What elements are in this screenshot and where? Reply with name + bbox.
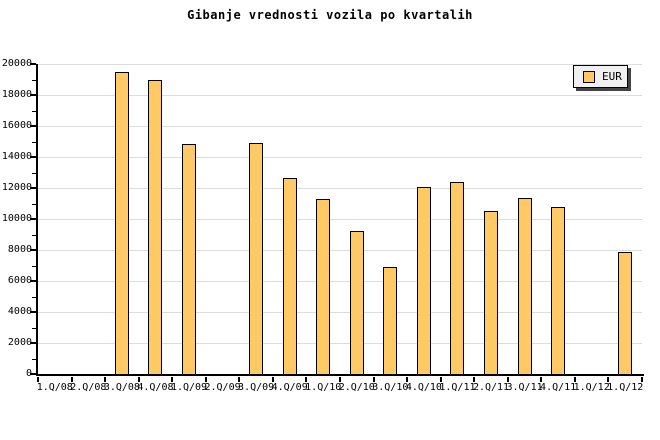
x-tick-label: 1.Q/09 xyxy=(170,382,208,393)
gridline xyxy=(38,126,642,127)
y-tick-label: 6000 xyxy=(7,275,32,286)
x-tick-label: 3.Q/10 xyxy=(372,382,409,393)
y-major-tick xyxy=(30,156,36,158)
y-major-tick xyxy=(30,280,36,282)
x-tick xyxy=(137,377,140,382)
x-tick xyxy=(204,377,207,382)
y-tick-label: 20000 xyxy=(1,58,32,69)
y-major-tick xyxy=(30,125,36,127)
x-tick xyxy=(573,377,576,382)
x-tick-label: 2.Q/08 xyxy=(70,382,107,393)
x-tick-label: 2.Q/09 xyxy=(204,382,241,393)
x-tick xyxy=(607,377,610,382)
x-tick-label: 4.Q/10 xyxy=(405,382,442,393)
y-major-tick xyxy=(30,187,36,189)
y-tick-label: 8000 xyxy=(7,244,32,255)
x-tick-label: 2.Q/11 xyxy=(472,382,510,393)
y-major-tick xyxy=(30,373,36,375)
y-tick-label: 0 xyxy=(25,368,32,379)
x-tick-label: 4.Q/09 xyxy=(271,382,308,393)
y-tick-label: 14000 xyxy=(1,151,32,162)
y-tick-label: 16000 xyxy=(1,120,32,131)
y-tick-label: 4000 xyxy=(7,306,32,317)
y-minor-tick xyxy=(32,265,36,267)
bar-4.Q/09 xyxy=(282,177,297,374)
x-tick xyxy=(305,377,308,382)
bar-1.Q/12 xyxy=(618,252,633,374)
gridline xyxy=(38,219,642,220)
x-tick xyxy=(271,377,274,382)
gridline xyxy=(38,343,642,344)
gridline xyxy=(38,281,642,282)
y-major-tick xyxy=(30,63,36,65)
x-tick xyxy=(540,377,543,382)
y-minor-tick xyxy=(32,234,36,236)
x-tick xyxy=(70,377,73,382)
y-minor-tick xyxy=(32,296,36,298)
bar-1.Q/09 xyxy=(182,143,196,374)
y-tick-label: 12000 xyxy=(1,182,32,193)
x-tick xyxy=(641,377,643,382)
y-major-tick xyxy=(30,342,36,344)
legend: EUR xyxy=(573,65,628,88)
y-major-tick xyxy=(30,311,36,313)
x-tick xyxy=(473,377,476,382)
bar-3.Q/10 xyxy=(383,266,398,374)
gridline xyxy=(38,312,642,313)
x-tick xyxy=(104,377,107,382)
x-tick-label: 4.Q/08 xyxy=(137,382,174,393)
y-tick-label: 2000 xyxy=(7,337,32,348)
bar-4.Q/10 xyxy=(416,187,431,374)
x-tick-label: 3.Q/11 xyxy=(506,382,543,393)
bar-2.Q/10 xyxy=(349,231,364,374)
x-tick xyxy=(171,377,174,382)
x-tick xyxy=(339,377,341,382)
gridline xyxy=(38,188,642,189)
x-tick xyxy=(406,377,409,382)
bar-3.Q/11 xyxy=(517,197,532,374)
x-tick-label: 1.Q/12 xyxy=(607,382,644,393)
legend-label: EUR xyxy=(602,70,622,83)
legend-swatch-eur-icon xyxy=(583,70,595,83)
x-tick-label: 3.Q/09 xyxy=(238,382,275,393)
y-tick-label: 18000 xyxy=(1,89,32,100)
x-tick xyxy=(238,377,241,382)
y-tick-label: 10000 xyxy=(1,213,32,224)
bar-1.Q/11 xyxy=(450,181,465,374)
x-tick-label: 2.Q/10 xyxy=(338,382,375,393)
y-major-tick xyxy=(30,249,36,251)
x-tick-label: 3.Q/08 xyxy=(103,382,140,393)
x-tick xyxy=(439,377,442,382)
bar-4.Q/11 xyxy=(551,207,566,374)
bar-2.Q/11 xyxy=(484,211,498,374)
y-minor-tick xyxy=(32,327,36,329)
x-tick-label: 1.Q/12 xyxy=(573,382,610,393)
x-tick-label: 1.Q/10 xyxy=(305,382,342,393)
bar-3.Q/08 xyxy=(114,72,129,374)
y-major-tick xyxy=(30,94,36,96)
gridline xyxy=(38,64,642,65)
y-minor-tick xyxy=(32,79,36,81)
x-tick xyxy=(37,377,39,382)
y-minor-tick xyxy=(32,203,36,205)
y-minor-tick xyxy=(32,110,36,112)
gridline xyxy=(38,250,642,251)
bar-1.Q/10 xyxy=(316,199,331,374)
gridline xyxy=(38,95,642,96)
y-major-tick xyxy=(30,218,36,220)
y-minor-tick xyxy=(32,141,36,143)
x-tick-label: 1.Q/11 xyxy=(439,382,476,393)
x-tick-label: 4.Q/11 xyxy=(540,382,577,393)
bar-3.Q/09 xyxy=(249,142,264,374)
gridline xyxy=(38,157,642,158)
x-tick xyxy=(506,377,509,382)
y-minor-tick xyxy=(32,358,36,360)
plot-area: EUR xyxy=(30,63,644,382)
y-minor-tick xyxy=(32,172,36,174)
x-tick-label: 1.Q/08 xyxy=(36,382,73,393)
chart-title: Gibanje vrednosti vozila po kvartalih xyxy=(187,8,473,22)
bar-4.Q/08 xyxy=(148,80,163,374)
x-tick xyxy=(372,377,375,382)
